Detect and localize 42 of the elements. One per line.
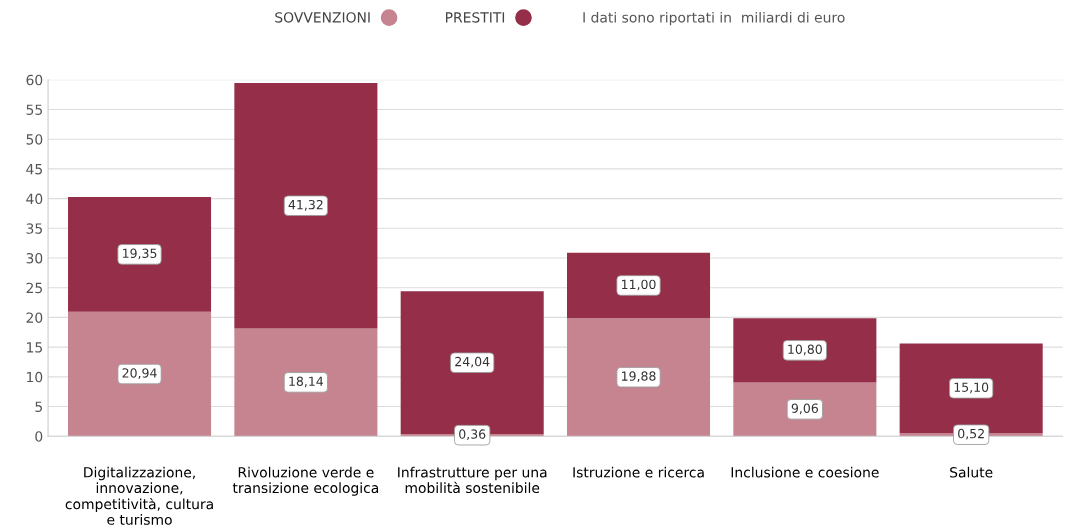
bar [733,382,877,437]
bar [234,83,378,329]
data-label: 24,04 [455,356,490,368]
y-tick-label: 30 [26,252,43,264]
data-label: 11,00 [622,279,656,291]
y-tick-label: 0 [35,431,43,442]
data-label: 19,35 [123,248,157,260]
data-label: 9,06 [791,403,818,415]
y-tick-label: 20 [26,312,43,323]
y-tick-label: 10 [27,371,43,383]
data-label: 15,10 [954,382,989,394]
text: I dati sono riportati in miliardi di euro [583,11,845,26]
data-label: 20,94 [122,368,157,379]
legend-label: SOVVENZIONI [275,12,370,23]
x-tick-label: Istruzione e ricerca [573,466,704,478]
data-label: 18,14 [289,376,324,388]
x-tick-label: Digitalizzazione, innovazione, competitività, cultura e turismo [65,466,213,525]
bar [68,196,212,312]
data-label: 19,88 [622,371,656,383]
x-tick-label: Salute [950,466,993,478]
y-tick-label: 55 [26,104,42,115]
data-label: 10,80 [788,344,822,356]
bar [567,318,711,437]
bar [234,328,378,437]
y-tick-label: 5 [35,401,42,413]
y-tick-label: 60 [26,74,43,86]
bar [68,311,212,437]
x-tick-label: Infrastrutture per una mobilità sostenibile [398,466,547,494]
data-label: 0,36 [459,429,486,441]
bar [733,318,877,383]
y-tick-label: 25 [26,282,42,294]
data-label: 0,52 [958,428,984,440]
bar [567,252,711,319]
x-tick-label: Rivoluzione verde e transizione ecologica [232,466,379,496]
y-tick-label: 15 [27,342,42,353]
y-tick-label: 45 [26,164,42,175]
data-label: 41,32 [288,199,323,211]
y-tick-label: 35 [26,223,42,234]
y-tick-label: 40 [26,193,43,205]
legend-label: PRESTITI [446,12,505,23]
x-tick-label: Inclusione e coesione [731,466,879,478]
y-tick-label: 50 [26,134,43,145]
